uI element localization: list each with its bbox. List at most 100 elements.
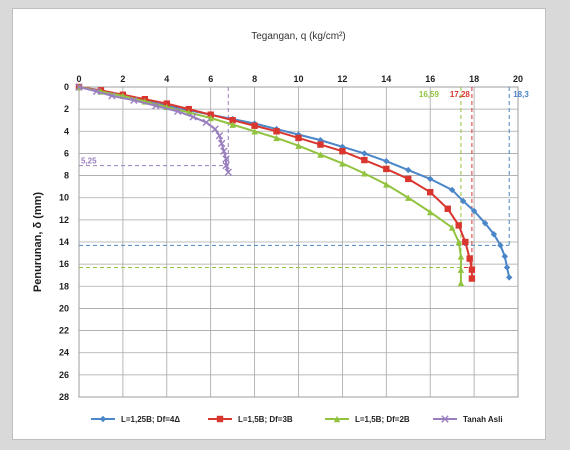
y-tick-label: 8 [64,171,69,181]
data-point [481,219,489,227]
data-point [207,111,214,118]
marker-stroke [108,92,116,100]
data-point [202,118,211,127]
x-tick-label: 6 [208,74,213,84]
y-tick-label: 12 [59,215,69,225]
y-tick-label: 18 [59,281,69,291]
y-tick-label: 10 [59,193,69,203]
data-point [457,266,465,273]
x-tick-label: 10 [293,74,303,84]
data-point [470,207,478,215]
marker-stroke [215,132,224,140]
settlement-chart: 0 2 4 6 8 10 12 14 16 18 20 0246810121416182022242… [32,31,529,424]
marker-stroke [220,147,228,155]
data-point [251,122,258,129]
legend-item: Tanah Asli [433,415,503,424]
data-point [490,231,498,238]
data-point [92,87,101,96]
data-point [427,208,434,216]
data-point [163,100,170,107]
y-tick-label: 24 [59,348,69,358]
legend: L=1,25B; Df=4Δ L=1,5B; Df=3B L=1,5B; Df=2B… [91,415,503,424]
data-point [189,113,197,121]
data-point [405,194,412,201]
series-4 [75,83,232,176]
data-point [251,128,258,135]
marker-stroke [202,118,211,127]
data-point [75,83,83,91]
data-point [468,266,476,273]
data-point [174,107,182,116]
annotations: 5,25 18,3 17,28 16,59 [81,90,529,166]
data-point [468,275,476,282]
data-point [427,188,434,196]
legend-label: L=1,25B; Df=4Δ [121,415,180,424]
marker-stroke [224,168,232,176]
x-tick-label: 2 [120,74,125,84]
data-point [457,279,465,287]
data-point [497,242,504,249]
marker-stroke [441,415,449,423]
annotation-label: 18,3 [513,90,529,99]
annotation-label: 16,59 [419,90,440,99]
data-point [506,274,513,281]
x-tick-label: 12 [337,74,347,84]
x-axis-title: Tegangan, q (kg/cm²) [251,31,346,42]
data-point [229,117,236,124]
data-point [462,238,469,246]
chart-frame: 0 2 4 6 8 10 12 14 16 18 20 0 2 4 6 8 10 12 14 16 18 20 22 24 2… [12,8,546,440]
data-point [215,132,224,140]
y-tick-label: 16 [59,259,69,269]
data-point [501,253,509,260]
data-point [405,175,412,183]
y-tick-label: 22 [59,326,69,336]
x-tick-label: 20 [513,74,523,84]
marker-stroke [75,83,83,91]
data-point [295,142,302,149]
legend-label: Tanah Asli [463,415,503,424]
data-point [361,150,368,157]
data-point [185,105,192,113]
data-point [130,96,138,104]
legend-marker [441,415,449,423]
marker-stroke [189,113,197,121]
data-point [317,151,324,158]
data-point [455,238,462,246]
y-tick-label: 26 [59,370,69,380]
data-point [503,264,511,271]
reference-lines [79,87,510,268]
data-point [229,121,236,128]
y-tick-label: 14 [59,237,69,247]
marker-stroke [152,102,160,110]
data-point [211,125,219,133]
data-point [459,197,467,205]
data-point [383,157,390,165]
legend-item: L=1,5B; Df=2B [325,415,410,424]
data-point [339,160,346,167]
data-point [317,141,324,148]
y-tick-label: 20 [59,303,69,313]
data-point [466,255,473,262]
y-tick-label: 28 [59,392,69,402]
data-point [339,148,346,155]
data-point [273,134,280,142]
data-point [217,139,226,148]
data-point [448,224,456,231]
x-tick-label: 16 [425,74,435,84]
data-point [405,166,412,174]
data-point [455,222,462,229]
series-line [78,86,511,278]
data-point [224,168,232,176]
y-tick-label: 2 [64,104,69,114]
series-group [75,83,513,287]
marker-stroke [174,107,182,116]
legend-label: L=1,5B; Df=3B [238,415,293,424]
annotation-label: 5,25 [81,157,97,166]
data-point [108,92,116,100]
y-tick-label: 4 [64,126,69,136]
y-axis-title: Penurunan, δ (mm) [32,192,44,293]
data-point [222,155,230,163]
marker-stroke [222,161,230,170]
x-tick-label: 0 [76,74,81,84]
